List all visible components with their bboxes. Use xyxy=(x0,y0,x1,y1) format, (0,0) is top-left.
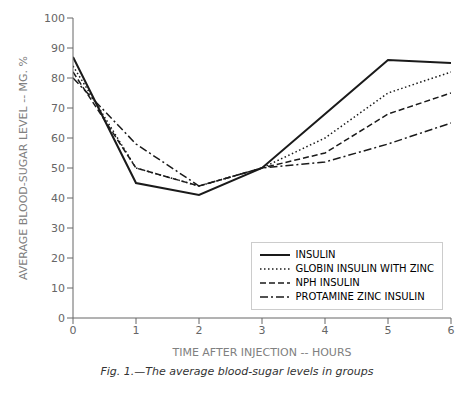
svg-text:6: 6 xyxy=(448,324,455,337)
svg-text:50: 50 xyxy=(51,162,65,175)
svg-text:0: 0 xyxy=(70,324,77,337)
html-text:INSULIN: INSULIN xyxy=(295,249,336,260)
svg-text:90: 90 xyxy=(51,42,65,55)
svg-text:AVERAGE BLOOD-SUGAR LEVEL -- M: AVERAGE BLOOD-SUGAR LEVEL -- MG. % xyxy=(17,56,30,280)
svg-text:TIME AFTER INJECTION -- HOURS: TIME AFTER INJECTION -- HOURS xyxy=(171,346,351,359)
svg-text:1: 1 xyxy=(133,324,140,337)
svg-text:5: 5 xyxy=(385,324,392,337)
svg-text:3: 3 xyxy=(259,324,266,337)
svg-text:80: 80 xyxy=(51,72,65,85)
html-text:NPH INSULIN: NPH INSULIN xyxy=(295,277,360,288)
svg-text:70: 70 xyxy=(51,102,65,115)
svg-text:0: 0 xyxy=(58,312,65,325)
svg-text:10: 10 xyxy=(51,282,65,295)
svg-text:20: 20 xyxy=(51,252,65,265)
svg-text:100: 100 xyxy=(44,12,65,25)
svg-text:2: 2 xyxy=(196,324,203,337)
svg-text:4: 4 xyxy=(322,324,329,337)
svg-text:40: 40 xyxy=(51,192,65,205)
svg-text:30: 30 xyxy=(51,222,65,235)
html-text:PROTAMINE ZINC INSULIN: PROTAMINE ZINC INSULIN xyxy=(295,291,425,302)
html-text:GLOBIN INSULIN WITH ZINC: GLOBIN INSULIN WITH ZINC xyxy=(295,263,434,274)
svg-text:60: 60 xyxy=(51,132,65,145)
html-text:Fig. 1.—The average blood-suga: Fig. 1.—The average blood-sugar levels i… xyxy=(100,365,374,378)
